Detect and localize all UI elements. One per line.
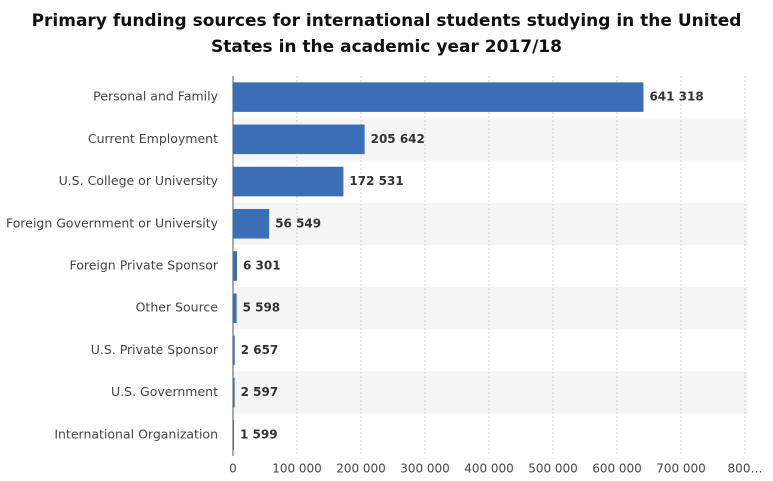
bar xyxy=(233,166,344,197)
y-tick-label: Foreign Government or University xyxy=(6,215,219,230)
row-stripe xyxy=(233,371,748,414)
bar xyxy=(233,82,644,112)
bar xyxy=(233,124,365,155)
y-tick-label: U.S. College or University xyxy=(59,173,219,188)
x-tick-label: 300 000 xyxy=(400,462,450,476)
row-stripe xyxy=(233,287,748,330)
row-stripe xyxy=(233,202,748,245)
y-tick-label: Other Source xyxy=(136,300,219,315)
y-tick-label: Foreign Private Sponsor xyxy=(69,258,218,273)
bar xyxy=(233,335,235,366)
x-tick-label: 400 000 xyxy=(464,462,514,476)
bar xyxy=(233,209,270,239)
y-tick-label: International Organization xyxy=(54,426,218,441)
value-label: 641 318 xyxy=(649,90,703,104)
y-tick-label: Personal and Family xyxy=(93,89,218,104)
x-tick-label: 0 xyxy=(229,462,237,476)
value-label: 6 301 xyxy=(243,259,281,273)
x-tick-label: 100 000 xyxy=(272,462,322,476)
value-label: 205 642 xyxy=(371,132,425,146)
value-label: 56 549 xyxy=(275,216,321,230)
bar xyxy=(233,251,238,281)
x-tick-label: 800… xyxy=(728,462,763,476)
value-label: 1 599 xyxy=(240,427,278,441)
bar xyxy=(233,420,235,450)
x-tick-label: 700 000 xyxy=(656,462,706,476)
y-tick-label: Current Employment xyxy=(88,131,218,146)
bar xyxy=(233,377,235,408)
value-label: 5 598 xyxy=(243,301,281,315)
bar xyxy=(233,293,237,323)
chart-title: Primary funding sources for internationa… xyxy=(31,11,742,57)
x-tick-label: 600 000 xyxy=(592,462,642,476)
y-tick-label: U.S. Government xyxy=(111,384,218,399)
x-tick-label: 500 000 xyxy=(528,462,578,476)
x-tick-label: 200 000 xyxy=(336,462,386,476)
value-label: 2 657 xyxy=(241,343,279,357)
y-tick-label: U.S. Private Sponsor xyxy=(91,342,219,357)
value-label: 172 531 xyxy=(349,174,403,188)
value-label: 2 597 xyxy=(241,385,279,399)
